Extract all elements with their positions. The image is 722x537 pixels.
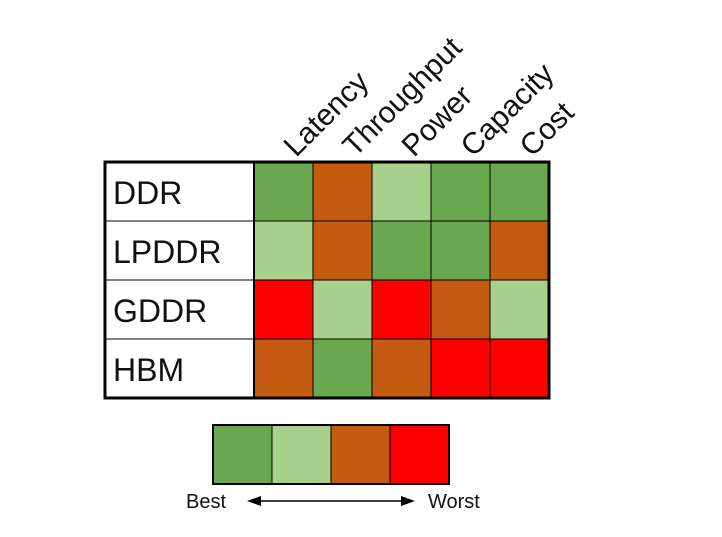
cell-lpddr-cost — [489, 220, 550, 281]
heatmap-cells — [253, 161, 550, 399]
cell-gddr-latency — [253, 279, 314, 340]
cell-hbm-power — [371, 338, 432, 399]
row-label-ddr: DDR — [113, 175, 182, 211]
legend-swatch-1 — [212, 424, 273, 485]
cell-gddr-capacity — [430, 279, 491, 340]
cell-lpddr-throughput — [312, 220, 373, 281]
legend-swatch-3 — [330, 424, 391, 485]
cell-ddr-capacity — [430, 161, 491, 222]
cell-ddr-throughput — [312, 161, 373, 222]
cell-ddr-power — [371, 161, 432, 222]
row-label-lpddr: LPDDR — [113, 234, 221, 270]
row-label-hbm: HBM — [113, 352, 184, 388]
cell-lpddr-power — [371, 220, 432, 281]
arrow-right-head-icon — [401, 496, 415, 506]
cell-lpddr-latency — [253, 220, 314, 281]
table-border — [103, 160, 551, 400]
arrow-left-head-icon — [247, 496, 261, 506]
best-worst-arrow: Best Worst — [186, 491, 480, 513]
cell-gddr-throughput — [312, 279, 373, 340]
legend-swatch-2 — [271, 424, 332, 485]
cell-gddr-power — [371, 279, 432, 340]
cell-hbm-cost — [489, 338, 550, 399]
cell-lpddr-capacity — [430, 220, 491, 281]
legend-swatch-4 — [389, 424, 450, 485]
row-labels: DDR LPDDR GDDR HBM — [105, 175, 254, 388]
row-label-gddr: GDDR — [113, 293, 207, 329]
color-scale-legend — [212, 424, 450, 485]
cell-hbm-latency — [253, 338, 314, 399]
legend-worst-label: Worst — [428, 491, 480, 513]
cell-gddr-cost — [489, 279, 550, 340]
cell-ddr-cost — [489, 161, 550, 222]
cell-ddr-latency — [253, 161, 314, 222]
legend-best-label: Best — [186, 491, 226, 513]
cell-hbm-throughput — [312, 338, 373, 399]
cell-hbm-capacity — [430, 338, 491, 399]
legend-border — [212, 424, 450, 485]
